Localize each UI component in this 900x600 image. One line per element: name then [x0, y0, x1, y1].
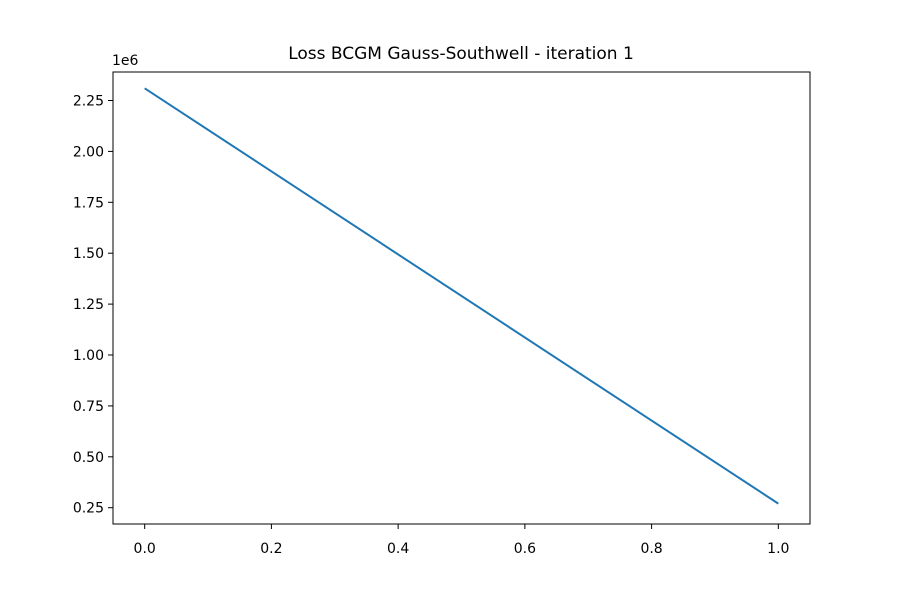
y-axis-offset-label: 1e6	[112, 53, 139, 69]
series-layer	[145, 88, 779, 503]
y-tick-label: 1.00	[73, 348, 104, 364]
y-tick-label: 2.25	[73, 94, 104, 110]
x-tick-label: 0.0	[134, 541, 156, 557]
x-tick-label: 1.0	[767, 541, 789, 557]
y-tick-label: 1.75	[73, 195, 104, 211]
x-tick-label: 0.4	[387, 541, 409, 557]
x-axis-ticks: 0.0 0.2 0.4 0.6 0.8 1.0	[134, 524, 790, 557]
y-tick-label: 1.25	[73, 297, 104, 313]
y-axis-ticks: 0.25 0.50 0.75 1.00 1.25 1.50 1.75 2.00 2.25	[73, 94, 113, 517]
x-tick-label: 0.2	[260, 541, 282, 557]
y-tick-label: 0.25	[73, 501, 104, 517]
chart-title: Loss BCGM Gauss-Southwell - iteration 1	[288, 44, 634, 64]
x-tick-label: 0.6	[514, 541, 536, 557]
y-tick-label: 1.50	[73, 246, 104, 262]
x-tick-label: 0.8	[640, 541, 662, 557]
y-tick-label: 0.75	[73, 399, 104, 415]
y-tick-label: 0.50	[73, 450, 104, 466]
series-line-loss	[145, 88, 779, 503]
y-tick-label: 2.00	[73, 144, 104, 160]
